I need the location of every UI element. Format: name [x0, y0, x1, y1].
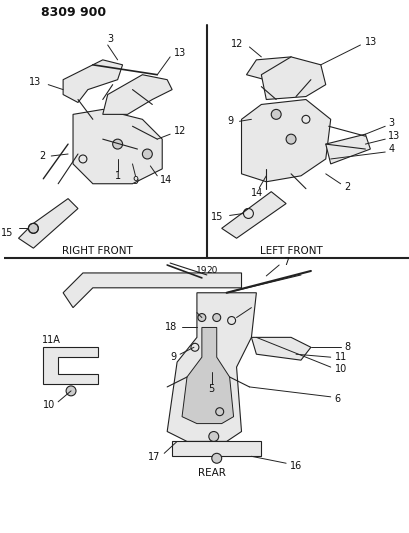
Text: 14: 14	[251, 188, 263, 198]
Circle shape	[112, 139, 122, 149]
Polygon shape	[63, 60, 122, 102]
Text: 14: 14	[160, 175, 172, 185]
Text: 12: 12	[174, 126, 186, 136]
Text: 15: 15	[1, 228, 13, 238]
Text: 13: 13	[29, 77, 41, 87]
Text: 8309 900: 8309 900	[41, 6, 106, 19]
Text: 2: 2	[39, 151, 45, 161]
Text: 3: 3	[108, 34, 113, 44]
Text: 11A: 11A	[42, 335, 61, 345]
Circle shape	[271, 109, 281, 119]
Text: 19: 19	[196, 266, 207, 276]
Text: 18: 18	[164, 322, 177, 333]
Circle shape	[208, 432, 218, 441]
Polygon shape	[182, 327, 233, 424]
Text: 13: 13	[387, 131, 400, 141]
Text: RIGHT FRONT: RIGHT FRONT	[62, 246, 133, 256]
Circle shape	[28, 223, 38, 233]
Text: 9: 9	[170, 352, 176, 362]
Circle shape	[142, 149, 152, 159]
Polygon shape	[251, 337, 310, 360]
Text: 3: 3	[387, 118, 393, 128]
Text: 12: 12	[231, 39, 243, 49]
Polygon shape	[221, 192, 285, 238]
Text: 7: 7	[283, 257, 289, 267]
Text: 20: 20	[206, 266, 217, 276]
Polygon shape	[103, 75, 172, 115]
Text: REAR: REAR	[198, 468, 225, 478]
Polygon shape	[172, 441, 261, 456]
Text: 13: 13	[174, 48, 186, 58]
Text: 4: 4	[387, 144, 393, 154]
Circle shape	[211, 454, 221, 463]
Text: 2: 2	[344, 182, 350, 192]
Circle shape	[212, 313, 220, 321]
Polygon shape	[261, 57, 325, 100]
Text: 13: 13	[364, 37, 377, 47]
Text: 10: 10	[43, 400, 55, 410]
Text: 10: 10	[334, 364, 346, 374]
Circle shape	[66, 386, 76, 396]
Text: 11: 11	[334, 352, 346, 362]
Polygon shape	[241, 100, 330, 182]
Polygon shape	[43, 348, 98, 384]
Circle shape	[243, 208, 253, 219]
Polygon shape	[18, 199, 78, 248]
Text: LEFT FRONT: LEFT FRONT	[259, 246, 321, 256]
Text: 8: 8	[344, 342, 350, 352]
Polygon shape	[167, 293, 256, 441]
Text: 1: 1	[114, 171, 120, 181]
Text: 16: 16	[290, 461, 301, 471]
Text: 6: 6	[334, 394, 340, 404]
Text: 5: 5	[208, 384, 214, 394]
Text: 9: 9	[227, 116, 233, 126]
Text: 17: 17	[148, 453, 160, 462]
Circle shape	[198, 313, 205, 321]
Text: 15: 15	[211, 213, 223, 222]
Polygon shape	[246, 57, 300, 83]
Polygon shape	[325, 134, 369, 164]
Polygon shape	[73, 109, 162, 184]
Circle shape	[285, 134, 295, 144]
Text: 9: 9	[132, 176, 138, 186]
Polygon shape	[63, 273, 241, 308]
